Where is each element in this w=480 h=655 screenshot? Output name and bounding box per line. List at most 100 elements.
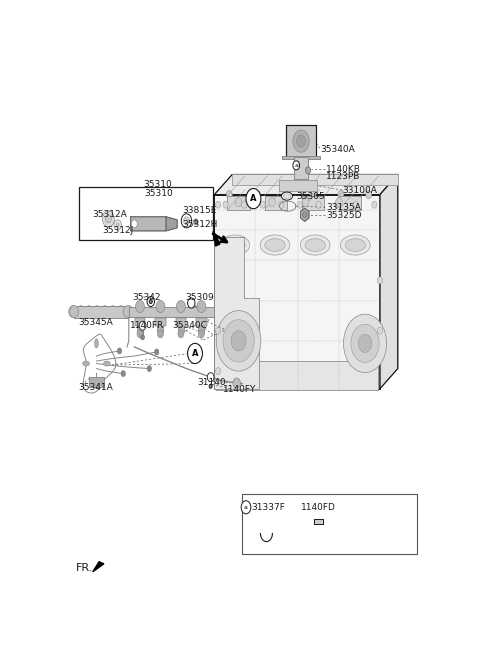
Polygon shape xyxy=(89,377,104,387)
Polygon shape xyxy=(300,208,309,221)
Circle shape xyxy=(235,198,242,207)
Circle shape xyxy=(121,371,125,377)
Circle shape xyxy=(335,201,340,208)
Circle shape xyxy=(279,201,284,208)
Circle shape xyxy=(177,301,185,312)
Circle shape xyxy=(310,191,316,198)
Circle shape xyxy=(70,305,79,318)
Polygon shape xyxy=(137,316,143,332)
Circle shape xyxy=(302,212,307,218)
Text: FR.: FR. xyxy=(76,563,93,573)
Text: 33100A: 33100A xyxy=(343,186,378,195)
Circle shape xyxy=(316,201,321,208)
Circle shape xyxy=(135,301,144,312)
Circle shape xyxy=(302,198,309,207)
Circle shape xyxy=(233,378,240,388)
Circle shape xyxy=(156,301,165,312)
Circle shape xyxy=(241,201,247,208)
Circle shape xyxy=(297,135,306,147)
Text: 35312H: 35312H xyxy=(183,220,218,229)
Polygon shape xyxy=(196,318,206,326)
Text: 35305: 35305 xyxy=(297,192,325,200)
Ellipse shape xyxy=(83,361,89,366)
Polygon shape xyxy=(93,562,104,572)
Ellipse shape xyxy=(225,238,245,252)
Text: 35325D: 35325D xyxy=(326,211,361,220)
Text: 1140FY: 1140FY xyxy=(223,385,256,394)
Text: 35310: 35310 xyxy=(144,189,173,198)
Circle shape xyxy=(366,191,372,198)
Text: 35312J: 35312J xyxy=(103,227,134,235)
Ellipse shape xyxy=(340,235,370,255)
Text: 35345A: 35345A xyxy=(78,318,113,328)
Circle shape xyxy=(181,214,192,228)
Circle shape xyxy=(377,328,383,334)
Polygon shape xyxy=(302,196,324,210)
Polygon shape xyxy=(74,305,128,318)
Circle shape xyxy=(216,367,221,375)
Circle shape xyxy=(93,305,101,318)
Ellipse shape xyxy=(95,379,98,388)
Circle shape xyxy=(155,349,159,355)
Circle shape xyxy=(117,348,122,354)
Circle shape xyxy=(193,219,198,225)
Circle shape xyxy=(116,305,125,318)
Polygon shape xyxy=(178,316,184,332)
Ellipse shape xyxy=(300,235,330,255)
Circle shape xyxy=(269,198,276,207)
Circle shape xyxy=(157,329,163,338)
Circle shape xyxy=(344,314,386,373)
Circle shape xyxy=(282,191,288,198)
Circle shape xyxy=(359,334,372,352)
Polygon shape xyxy=(286,125,316,157)
Polygon shape xyxy=(155,318,166,326)
Text: A: A xyxy=(192,349,198,358)
Text: 1140KB: 1140KB xyxy=(326,165,361,174)
Circle shape xyxy=(198,329,204,338)
Polygon shape xyxy=(166,217,177,231)
Text: 33135A: 33135A xyxy=(326,202,361,212)
Circle shape xyxy=(223,201,228,208)
Text: a: a xyxy=(294,163,298,168)
Polygon shape xyxy=(215,174,398,195)
Ellipse shape xyxy=(283,194,290,198)
Circle shape xyxy=(188,343,203,364)
FancyBboxPatch shape xyxy=(242,494,417,553)
Circle shape xyxy=(226,191,232,198)
Circle shape xyxy=(353,201,359,208)
Circle shape xyxy=(372,201,377,208)
Circle shape xyxy=(84,305,94,318)
Polygon shape xyxy=(176,318,186,326)
Circle shape xyxy=(76,305,85,318)
Circle shape xyxy=(139,321,146,330)
Polygon shape xyxy=(157,316,163,332)
Polygon shape xyxy=(216,361,378,390)
Circle shape xyxy=(377,277,383,284)
Circle shape xyxy=(336,198,342,207)
Text: 35340C: 35340C xyxy=(172,321,207,330)
Text: 1140FD: 1140FD xyxy=(301,503,336,512)
Text: 31140: 31140 xyxy=(198,378,226,387)
Polygon shape xyxy=(282,157,320,159)
Circle shape xyxy=(216,328,221,334)
Polygon shape xyxy=(215,195,380,389)
Ellipse shape xyxy=(305,238,325,252)
Circle shape xyxy=(124,305,133,318)
Polygon shape xyxy=(131,217,173,231)
Circle shape xyxy=(351,324,379,363)
Circle shape xyxy=(216,310,261,371)
Ellipse shape xyxy=(95,339,98,348)
Polygon shape xyxy=(380,174,398,389)
Polygon shape xyxy=(135,318,145,326)
Circle shape xyxy=(132,220,137,228)
Text: A: A xyxy=(250,194,257,203)
Circle shape xyxy=(254,191,260,198)
Polygon shape xyxy=(228,196,250,210)
Polygon shape xyxy=(314,519,323,525)
Circle shape xyxy=(147,297,155,307)
Polygon shape xyxy=(198,316,204,332)
Text: a: a xyxy=(244,505,248,510)
FancyBboxPatch shape xyxy=(79,187,213,240)
Circle shape xyxy=(137,329,143,338)
Ellipse shape xyxy=(260,235,290,255)
